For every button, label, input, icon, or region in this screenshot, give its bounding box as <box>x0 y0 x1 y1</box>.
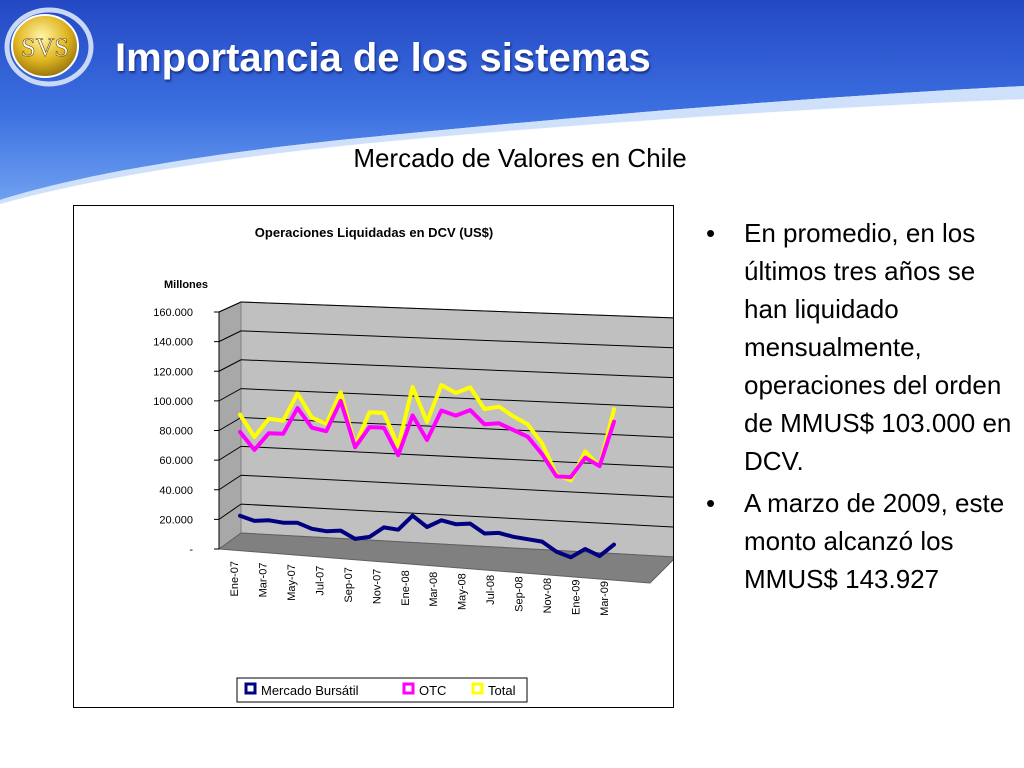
y-tick-label: 100.000 <box>153 396 193 408</box>
x-tick-label: Nov-07 <box>371 569 383 604</box>
line-chart: Operaciones Liquidadas en DCV (US$) Mill… <box>153 225 673 703</box>
series-line-mercado-burs-til <box>238 513 616 560</box>
series-line-otc <box>238 398 616 480</box>
x-tick-label: May-07 <box>286 564 298 601</box>
gridline-side <box>218 359 242 372</box>
bullet-marker: • <box>706 488 716 518</box>
x-tick-label: Jul-08 <box>485 575 497 605</box>
y-tick-label: 40.000 <box>159 485 193 497</box>
gridline-side <box>218 388 242 402</box>
slide-title: Importancia de los sistemas <box>115 36 651 80</box>
gridline <box>240 359 673 379</box>
gridline <box>240 445 673 468</box>
gridline-side <box>218 445 242 461</box>
legend-swatch <box>244 682 257 695</box>
series-line-total <box>238 383 616 483</box>
x-tick-label: Ene-09 <box>571 579 583 614</box>
gridline-side <box>218 301 242 313</box>
y-tick-label: 20.000 <box>159 514 193 526</box>
chart-legend: Mercado Bursátil OTC Total <box>236 677 528 703</box>
gridline-side <box>218 417 242 431</box>
x-tick-label: Ene-08 <box>400 570 412 605</box>
y-tick-label: 80.000 <box>159 426 193 438</box>
legend-swatch <box>402 682 415 695</box>
gridline-side <box>218 503 242 520</box>
chart-container: Operaciones Liquidadas en DCV (US$) Mill… <box>73 205 674 708</box>
bullet-marker: • <box>706 218 716 248</box>
gridline <box>240 503 673 528</box>
legend-label: Mercado Bursátil <box>261 683 359 698</box>
x-tick-label: Mar-09 <box>599 581 611 616</box>
y-tick-label: 60.000 <box>159 455 193 467</box>
gridline-side <box>218 474 242 491</box>
gridline <box>240 388 673 408</box>
plot-floor <box>217 532 673 584</box>
y-axis-label: Millones <box>164 279 208 291</box>
x-tick-label: May-08 <box>457 573 469 610</box>
y-tick-label: 140.000 <box>153 337 193 349</box>
gridline <box>240 474 673 498</box>
chart-title: Operaciones Liquidadas en DCV (US$) <box>255 225 493 240</box>
x-tick-label: Sep-07 <box>343 567 355 602</box>
legend-swatch <box>471 682 484 695</box>
slide-subtitle: Mercado de Valores en Chile <box>353 143 687 173</box>
gridline <box>240 417 673 438</box>
legend-label: OTC <box>419 683 446 698</box>
bullet-item: • En promedio, en los últimos tres años … <box>700 214 1020 480</box>
x-tick-label: Jul-07 <box>314 566 326 596</box>
y-tick-label: 120.000 <box>153 366 193 378</box>
svg-text:SVS: SVS <box>21 33 69 62</box>
bullet-text: A marzo de 2009, este monto alcanzó los … <box>744 488 1005 594</box>
bullet-item: • A marzo de 2009, este monto alcanzó lo… <box>700 484 1020 598</box>
x-tick-label: Nov-08 <box>542 578 554 613</box>
bullet-list: • En promedio, en los últimos tres años … <box>700 214 1020 602</box>
gridline <box>240 301 673 319</box>
svs-logo: SVS <box>4 7 94 87</box>
gridline <box>240 330 673 349</box>
x-tick-label: Mar-08 <box>428 572 440 607</box>
legend-label: Total <box>488 683 516 698</box>
gridline-side <box>218 330 242 343</box>
bullet-text: En promedio, en los últimos tres años se… <box>744 218 1012 476</box>
x-tick-label: Ene-07 <box>229 561 241 596</box>
x-tick-label: Mar-07 <box>257 563 269 598</box>
y-tick-label: 160.000 <box>153 307 193 319</box>
y-tick-label: - <box>189 544 193 556</box>
x-tick-label: Sep-08 <box>514 576 526 611</box>
header-banner <box>0 0 1024 206</box>
